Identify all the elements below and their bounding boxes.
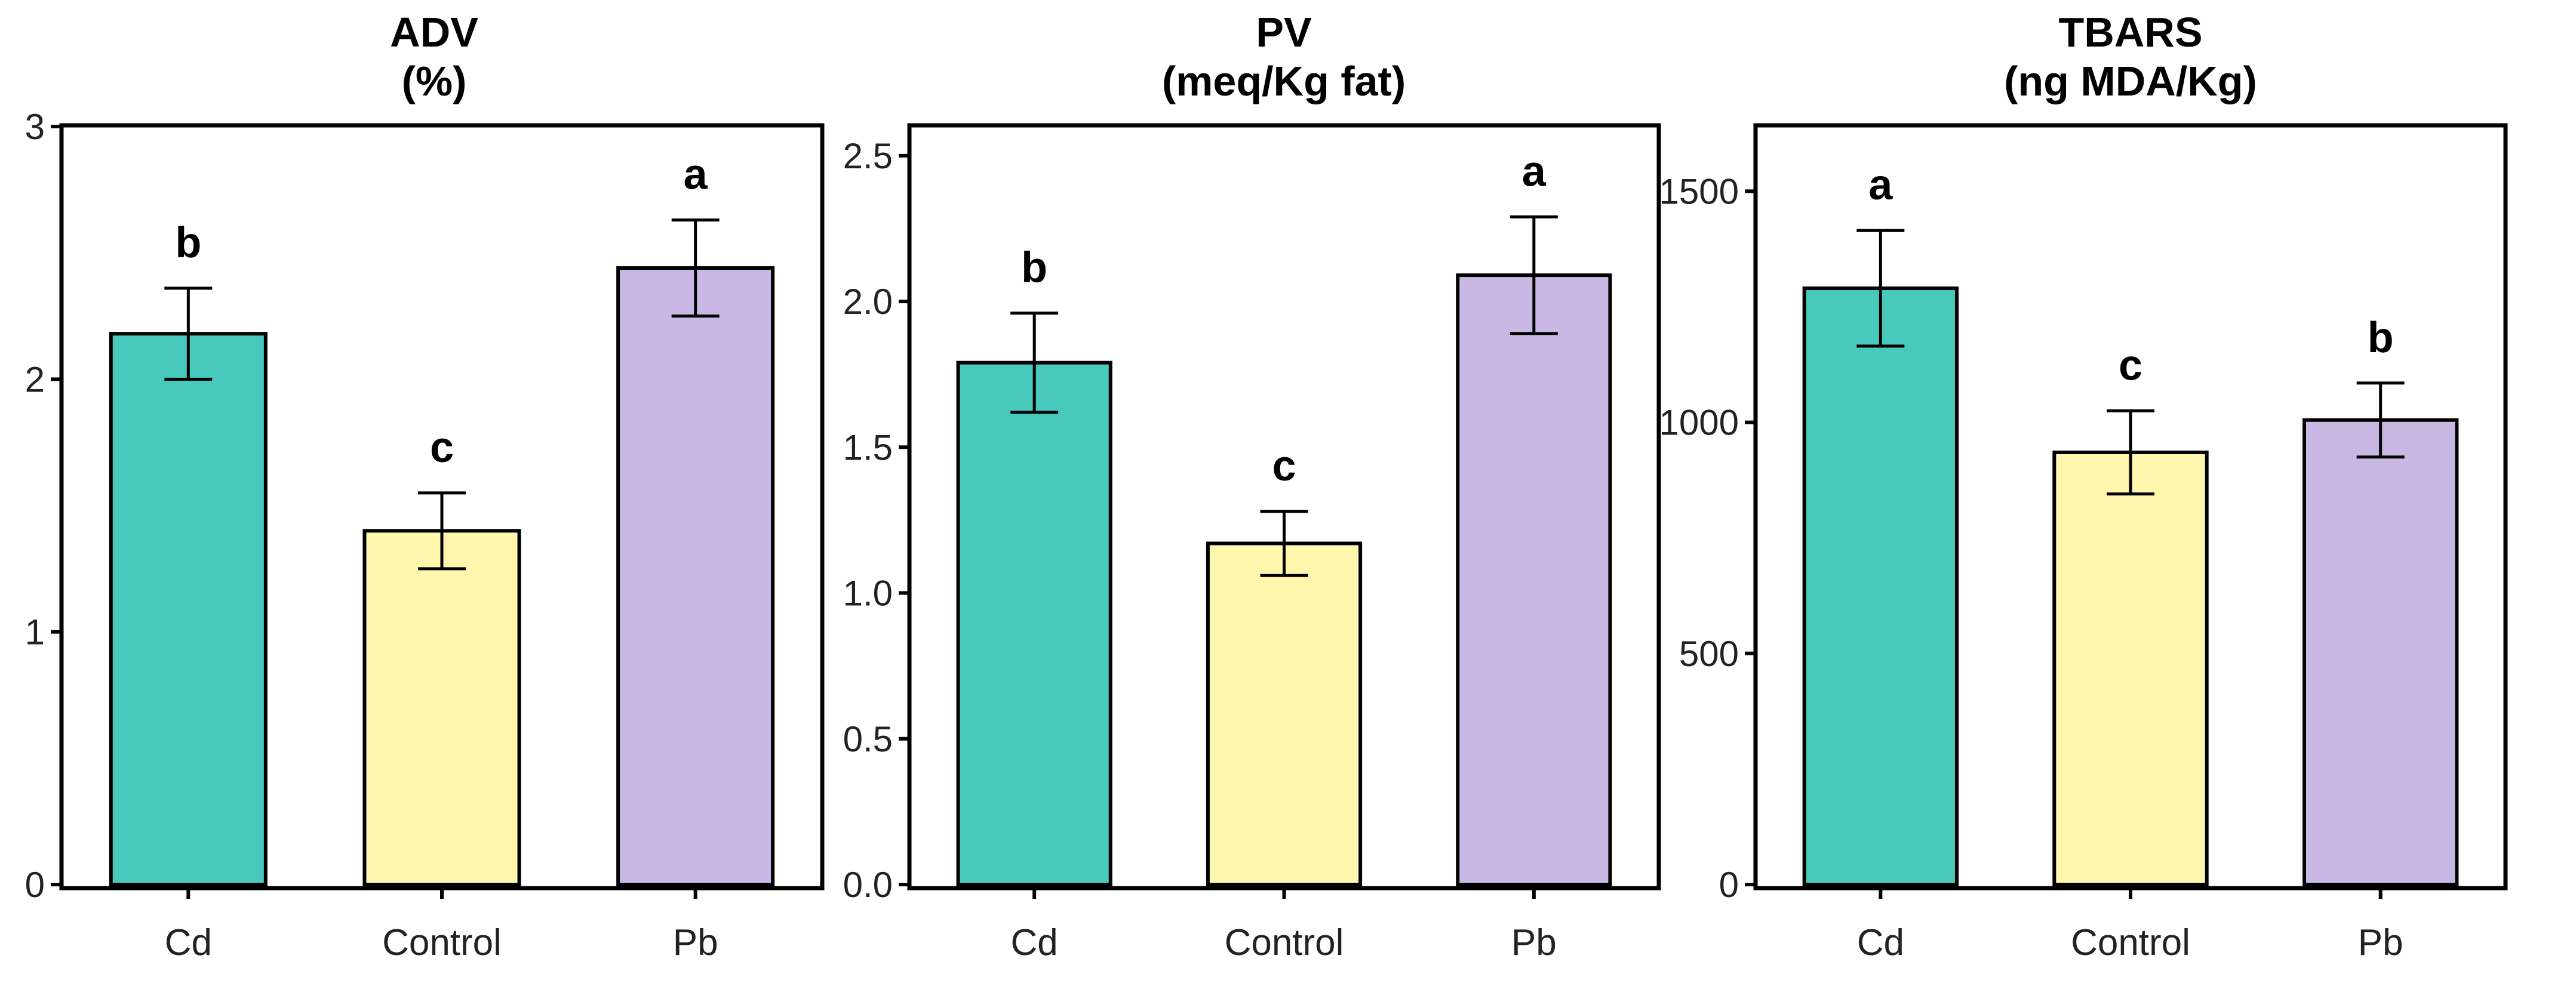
y-tick-label: 1.5 [843, 427, 893, 467]
y-tick-label: 1.0 [843, 574, 893, 614]
panel-tbars: TBARS (ng MDA/Kg) 0 500 1000 1500 a Cd c Contro… [1659, 9, 2508, 963]
panel-pv: PV (meq/Kg fat) 0.0 0.5 1.0 1.5 2.0 2.5 b Cd c Co… [843, 9, 1661, 963]
y-tick-label: 2 [25, 359, 45, 399]
x-tick-label: Cd [165, 922, 212, 963]
x-tick-label: Pb [673, 922, 718, 963]
x-tick-label: Pb [1511, 922, 1557, 963]
significance-label: c [1272, 442, 1296, 490]
bar-control [2052, 450, 2209, 886]
x-tick-label: Control [1225, 922, 1344, 963]
y-tick-label: 1 [25, 612, 45, 652]
significance-label: a [684, 151, 708, 199]
x-tick-label: Cd [1857, 922, 1904, 963]
significance-label: c [430, 424, 454, 472]
panel-title-line1: PV [1256, 9, 1312, 56]
significance-label: b [1021, 244, 1047, 292]
y-tick-label: 1000 [1659, 403, 1739, 443]
x-tick-label: Control [2071, 922, 2190, 963]
panel-title-line2: (%) [402, 58, 467, 104]
bar-pb [1456, 273, 1612, 887]
x-tick-label: Pb [2358, 922, 2403, 963]
y-tick-label: 2.0 [843, 282, 893, 322]
panel-title-line2: (meq/Kg fat) [1162, 58, 1406, 104]
significance-label: a [1868, 161, 1893, 209]
significance-label: a [1522, 147, 1547, 195]
panel-title-line1: ADV [390, 9, 478, 56]
x-tick-label: Control [382, 922, 502, 963]
y-tick-label: 3 [25, 107, 45, 147]
panel-title-line1: TBARS [2058, 9, 2202, 56]
bar-pb [616, 266, 775, 887]
y-tick-label: 500 [1679, 634, 1739, 674]
significance-label: c [2119, 341, 2142, 389]
bar-cd [956, 360, 1112, 886]
panel-adv: ADV (%) 0 1 2 3 b Cd c Control a Pb [25, 9, 825, 963]
y-tick-label: 0.0 [843, 865, 893, 905]
y-tick-label: 0 [1719, 865, 1739, 905]
bar-cd [109, 332, 268, 886]
bar-cd [1802, 286, 1959, 887]
panel-title-line2: (ng MDA/Kg) [2004, 58, 2257, 104]
y-tick-label: 0.5 [843, 719, 893, 759]
significance-label: b [2368, 314, 2394, 362]
bar-pb [2302, 418, 2459, 886]
bar-control [1206, 541, 1363, 886]
y-tick-label: 1500 [1659, 171, 1739, 211]
bar-control [362, 529, 521, 886]
y-tick-label: 0 [25, 865, 45, 905]
significance-label: b [175, 219, 201, 267]
x-tick-label: Cd [1011, 922, 1058, 963]
y-tick-label: 2.5 [843, 136, 893, 176]
